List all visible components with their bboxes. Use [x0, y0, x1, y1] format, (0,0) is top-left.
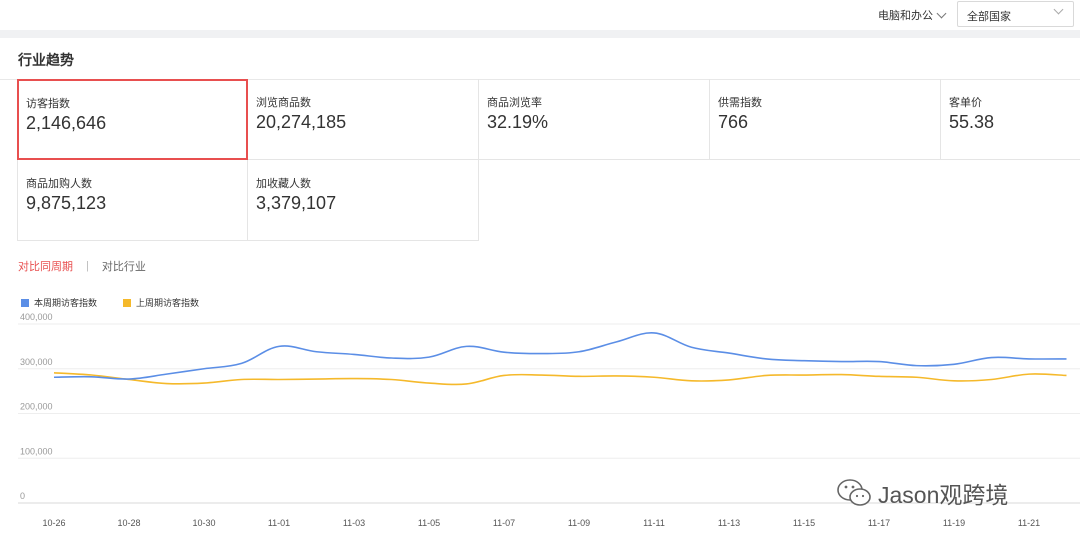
- metric-card-favorites[interactable]: 加收藏人数 3,379,107: [248, 160, 479, 241]
- x-tick-label: 10-26: [42, 518, 65, 528]
- metric-label: 客单价: [949, 97, 982, 109]
- legend-label: 本周期访客指数: [34, 298, 98, 308]
- x-tick-label: 11-17: [868, 518, 890, 528]
- metric-card-avg-price[interactable]: 客单价 55.38: [941, 79, 1080, 160]
- x-tick-label: 11-11: [643, 518, 665, 528]
- top-filter-bar: 电脑和办公 全部国家: [0, 0, 1080, 30]
- compare-tabs: 对比同周期 | 对比行业: [18, 258, 146, 274]
- tab-industry[interactable]: 对比行业: [101, 261, 146, 273]
- x-tick-label: 11-21: [1018, 518, 1040, 528]
- chart-legend: 本周期访客指数 上周期访客指数: [21, 296, 225, 309]
- metric-cards: 访客指数 2,146,646 浏览商品数 20,274,185 商品浏览率 32…: [17, 79, 1080, 242]
- legend-label: 上周期访客指数: [136, 298, 200, 308]
- legend-swatch: [21, 298, 29, 307]
- metric-value: 20,274,185: [256, 112, 347, 132]
- metric-label: 访客指数: [26, 98, 70, 110]
- metric-card-add-to-cart[interactable]: 商品加购人数 9,875,123: [17, 160, 248, 241]
- trend-chart: 0 100,000 200,000 300,000 400,000 10-26 10-28 1…: [18, 312, 1080, 528]
- section-title: 行业趋势: [18, 52, 74, 68]
- country-dropdown[interactable]: 全部国家: [957, 1, 1074, 27]
- legend-swatch: [123, 298, 132, 307]
- x-tick-label: 11-03: [343, 518, 365, 528]
- metric-value: 3,379,107: [256, 193, 337, 213]
- x-tick-label: 11-01: [268, 518, 290, 528]
- wechat-icon: [837, 479, 871, 506]
- tab-separator: |: [86, 260, 89, 272]
- metric-card-supply-demand[interactable]: 供需指数 766: [710, 79, 941, 160]
- metric-value: 9,875,123: [26, 193, 107, 213]
- series-line-current: [53, 332, 1067, 380]
- x-tick-label: 11-13: [718, 518, 740, 528]
- metric-label: 加收藏人数: [256, 178, 311, 190]
- header-divider: [0, 30, 1080, 38]
- chevron-down-icon: [1053, 4, 1064, 15]
- metric-value: 55.38: [949, 112, 995, 132]
- metric-value: 32.19%: [487, 112, 549, 132]
- metric-value: 766: [718, 112, 749, 132]
- chevron-down-icon: [936, 8, 947, 18]
- y-tick-label: 300,000: [20, 357, 53, 367]
- x-tick-label: 11-07: [493, 518, 515, 528]
- metric-label: 浏览商品数: [256, 97, 311, 109]
- x-tick-label: 11-15: [793, 518, 815, 528]
- x-tick-label: 10-28: [117, 518, 140, 528]
- x-tick-label: 11-19: [943, 518, 965, 528]
- metric-card-views[interactable]: 浏览商品数 20,274,185: [248, 79, 479, 160]
- metric-card-visitors[interactable]: 访客指数 2,146,646: [17, 79, 248, 160]
- watermark: Jason观跨境: [836, 476, 1008, 510]
- watermark-text: Jason观跨境: [878, 482, 1009, 508]
- category-dropdown[interactable]: 电脑和办公: [878, 7, 947, 23]
- metric-label: 商品浏览率: [487, 97, 542, 109]
- tab-same-period[interactable]: 对比同周期: [18, 261, 73, 273]
- legend-item-current[interactable]: 本周期访客指数: [21, 296, 97, 309]
- metric-label: 供需指数: [718, 97, 762, 109]
- category-label: 电脑和办公: [878, 10, 933, 22]
- title-divider: [0, 79, 1080, 80]
- y-tick-label: 400,000: [20, 312, 53, 322]
- metric-card-view-rate[interactable]: 商品浏览率 32.19%: [479, 79, 710, 160]
- metric-value: 2,146,646: [26, 113, 107, 133]
- y-tick-label: 100,000: [20, 446, 53, 456]
- x-tick-label: 11-05: [418, 518, 440, 528]
- y-tick-label: 0: [20, 491, 25, 501]
- country-label: 全部国家: [967, 11, 1011, 23]
- series-line-previous: [53, 371, 1067, 386]
- x-tick-label: 11-09: [568, 518, 590, 528]
- x-tick-label: 10-30: [192, 518, 215, 528]
- y-tick-label: 200,000: [20, 402, 53, 412]
- metric-label: 商品加购人数: [26, 178, 92, 190]
- legend-item-previous[interactable]: 上周期访客指数: [123, 296, 199, 309]
